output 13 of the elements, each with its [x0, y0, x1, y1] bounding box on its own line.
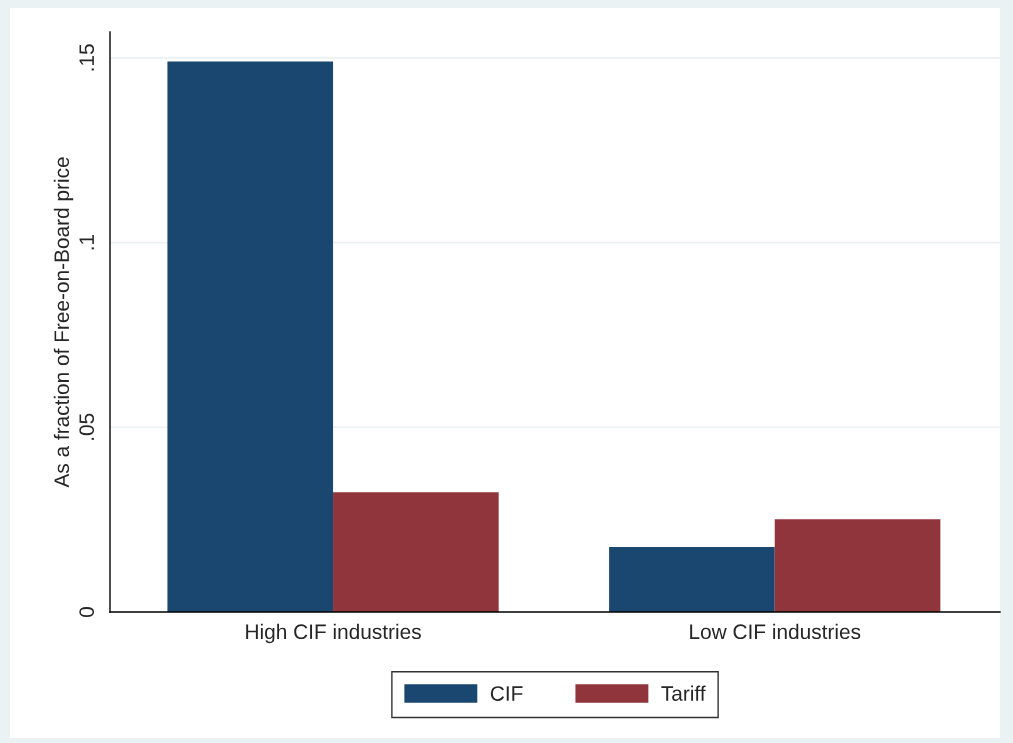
- legend-label: CIF: [490, 686, 523, 701]
- bar: [609, 546, 775, 612]
- bar: [333, 492, 499, 612]
- x-tick-label: Low CIF industries: [690, 623, 861, 640]
- bar: [774, 519, 941, 612]
- y-tick-label: .1: [79, 234, 94, 250]
- y-axis-title: As a fraction of Free-on-Board price: [53, 157, 74, 488]
- legend-label: Tariff: [661, 685, 706, 701]
- x-tick-label: High CIF industries: [246, 623, 421, 644]
- y-tick-label: .15: [79, 44, 95, 71]
- y-tick-label: 0: [79, 607, 95, 617]
- y-tick-label: .05: [79, 413, 95, 440]
- bar: [167, 61, 334, 612]
